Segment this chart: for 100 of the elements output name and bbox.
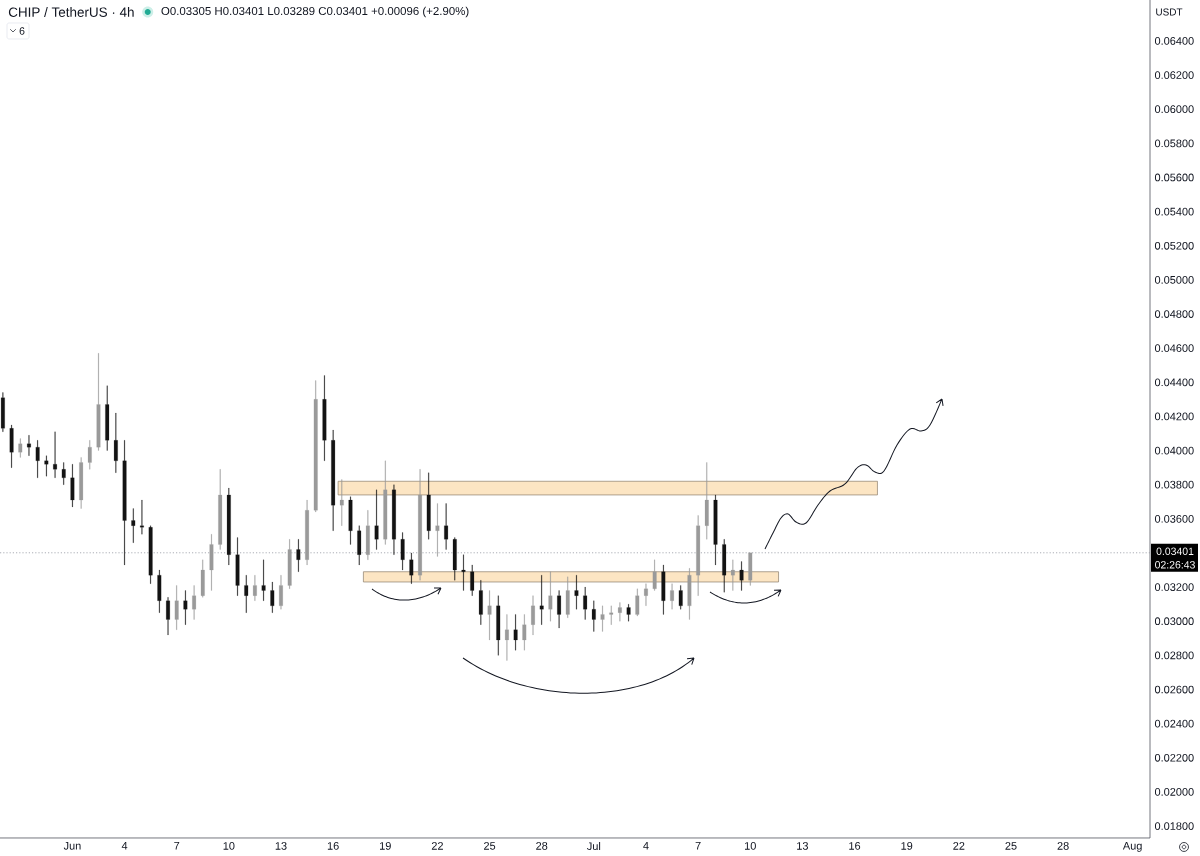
x-tick-label: Jul xyxy=(587,842,601,851)
candlestick xyxy=(270,581,275,613)
x-tick-label: 22 xyxy=(953,842,965,850)
candlestick xyxy=(409,552,414,584)
candlestick xyxy=(487,590,492,641)
candlestick xyxy=(565,576,570,618)
candlestick xyxy=(96,353,101,451)
candlestick xyxy=(313,380,318,513)
y-tick-label: 0.03000 xyxy=(1154,617,1194,626)
y-tick-label: 0.05200 xyxy=(1154,241,1194,250)
candlestick xyxy=(192,585,196,620)
candlestick xyxy=(496,595,501,656)
candlestick xyxy=(244,575,249,613)
y-tick-label: 0.03800 xyxy=(1154,480,1194,489)
candlestick xyxy=(583,586,588,620)
x-tick-label: 16 xyxy=(327,842,339,850)
candlestick xyxy=(140,499,144,535)
candlestick xyxy=(670,583,674,610)
x-tick-label: Jun xyxy=(63,842,81,850)
candlestick xyxy=(166,597,170,635)
x-tick-label: 25 xyxy=(1005,842,1017,850)
candlestick xyxy=(9,424,14,468)
y-tick-label: 0.04400 xyxy=(1154,378,1194,387)
x-tick-label: 13 xyxy=(797,842,809,850)
candlestick xyxy=(426,472,431,540)
candlestick xyxy=(357,525,362,566)
x-tick-label: 19 xyxy=(380,842,391,850)
candlestick xyxy=(348,496,353,545)
y-tick-label: 0.03600 xyxy=(1154,514,1194,523)
candlestick xyxy=(200,559,205,598)
candlestick xyxy=(704,462,709,540)
candlestick xyxy=(226,488,231,566)
x-tick-label: 4 xyxy=(643,842,649,850)
y-tick-label: 0.05600 xyxy=(1154,173,1194,182)
candlestick xyxy=(652,559,657,591)
candlestick xyxy=(279,575,283,610)
x-tick-label: 22 xyxy=(431,842,443,850)
candlestick xyxy=(70,464,75,507)
candlestick xyxy=(400,532,405,571)
candlestick xyxy=(235,537,240,596)
candlestick xyxy=(61,462,66,485)
x-tick-label: 7 xyxy=(174,842,180,850)
y-tick-label: 0.02000 xyxy=(1154,788,1194,796)
y-tick-label: 0.04600 xyxy=(1154,344,1194,353)
x-tick-label: 28 xyxy=(536,842,548,850)
candlestick xyxy=(470,564,475,596)
candlestick xyxy=(374,489,379,550)
candlestick xyxy=(444,503,449,550)
candlestick xyxy=(218,469,223,550)
y-tick-label: 0.05000 xyxy=(1154,276,1194,284)
candlestick xyxy=(722,539,727,593)
candlestick xyxy=(35,440,40,478)
candlestick xyxy=(122,440,127,566)
ref-line-label: 0.03401 xyxy=(1156,547,1194,556)
y-tick-label: 0.05400 xyxy=(1154,207,1194,216)
candlestick xyxy=(174,585,179,630)
candlestick xyxy=(617,602,622,622)
candlestick xyxy=(0,392,5,432)
y-tick-label: 0.02400 xyxy=(1154,719,1194,728)
annotation: 6 xyxy=(19,27,25,35)
candlestick xyxy=(322,375,327,461)
candlestick xyxy=(105,385,110,451)
text: 02:26:43 xyxy=(1155,561,1195,569)
y-tick-label: 0.04800 xyxy=(1154,310,1194,318)
candlestick xyxy=(739,561,744,591)
candlestick xyxy=(505,614,509,661)
candlestick xyxy=(609,605,614,625)
x-tick-label: 4 xyxy=(121,842,128,850)
y-tick-label: 0.02600 xyxy=(1154,685,1194,694)
x-tick-label: 13 xyxy=(275,842,287,850)
candlestick xyxy=(513,614,518,651)
candlestick xyxy=(392,484,396,555)
candlestick xyxy=(253,575,257,601)
candlestick xyxy=(53,431,57,478)
y-tick-label: 0.02200 xyxy=(1154,753,1194,762)
x-tick-label: 28 xyxy=(1057,842,1069,850)
candlestick xyxy=(113,412,118,473)
y-tick-label: 0.01800 xyxy=(1154,822,1194,830)
x-tick-label: Aug xyxy=(1122,842,1142,852)
y-tick-label: 0.06000 xyxy=(1154,105,1194,114)
candlestick xyxy=(261,559,266,601)
candlestick xyxy=(531,595,535,635)
candlestick xyxy=(574,575,579,610)
y-tick-label: 0.04200 xyxy=(1154,412,1194,421)
candlestick xyxy=(296,539,301,572)
candlestick xyxy=(44,455,49,477)
candlestick xyxy=(478,580,483,625)
y-tick-label: 0.02800 xyxy=(1154,651,1194,660)
candlestick xyxy=(661,564,666,615)
text: O0.03305 H0.03401 L0.03289 C0.03401 +0.00096 (+2.90%) xyxy=(161,6,469,18)
y-tick-label: 0.05800 xyxy=(1154,139,1194,148)
candlestick xyxy=(157,569,162,613)
candlestick xyxy=(461,554,466,591)
candlestick xyxy=(600,605,605,632)
x-tick-label: 10 xyxy=(744,842,756,850)
candlestick xyxy=(331,429,336,531)
x-tick-label: 10 xyxy=(223,842,235,850)
candlestick xyxy=(626,604,631,622)
y-tick-label: 0.06400 xyxy=(1154,37,1194,45)
candlestick xyxy=(730,559,735,591)
